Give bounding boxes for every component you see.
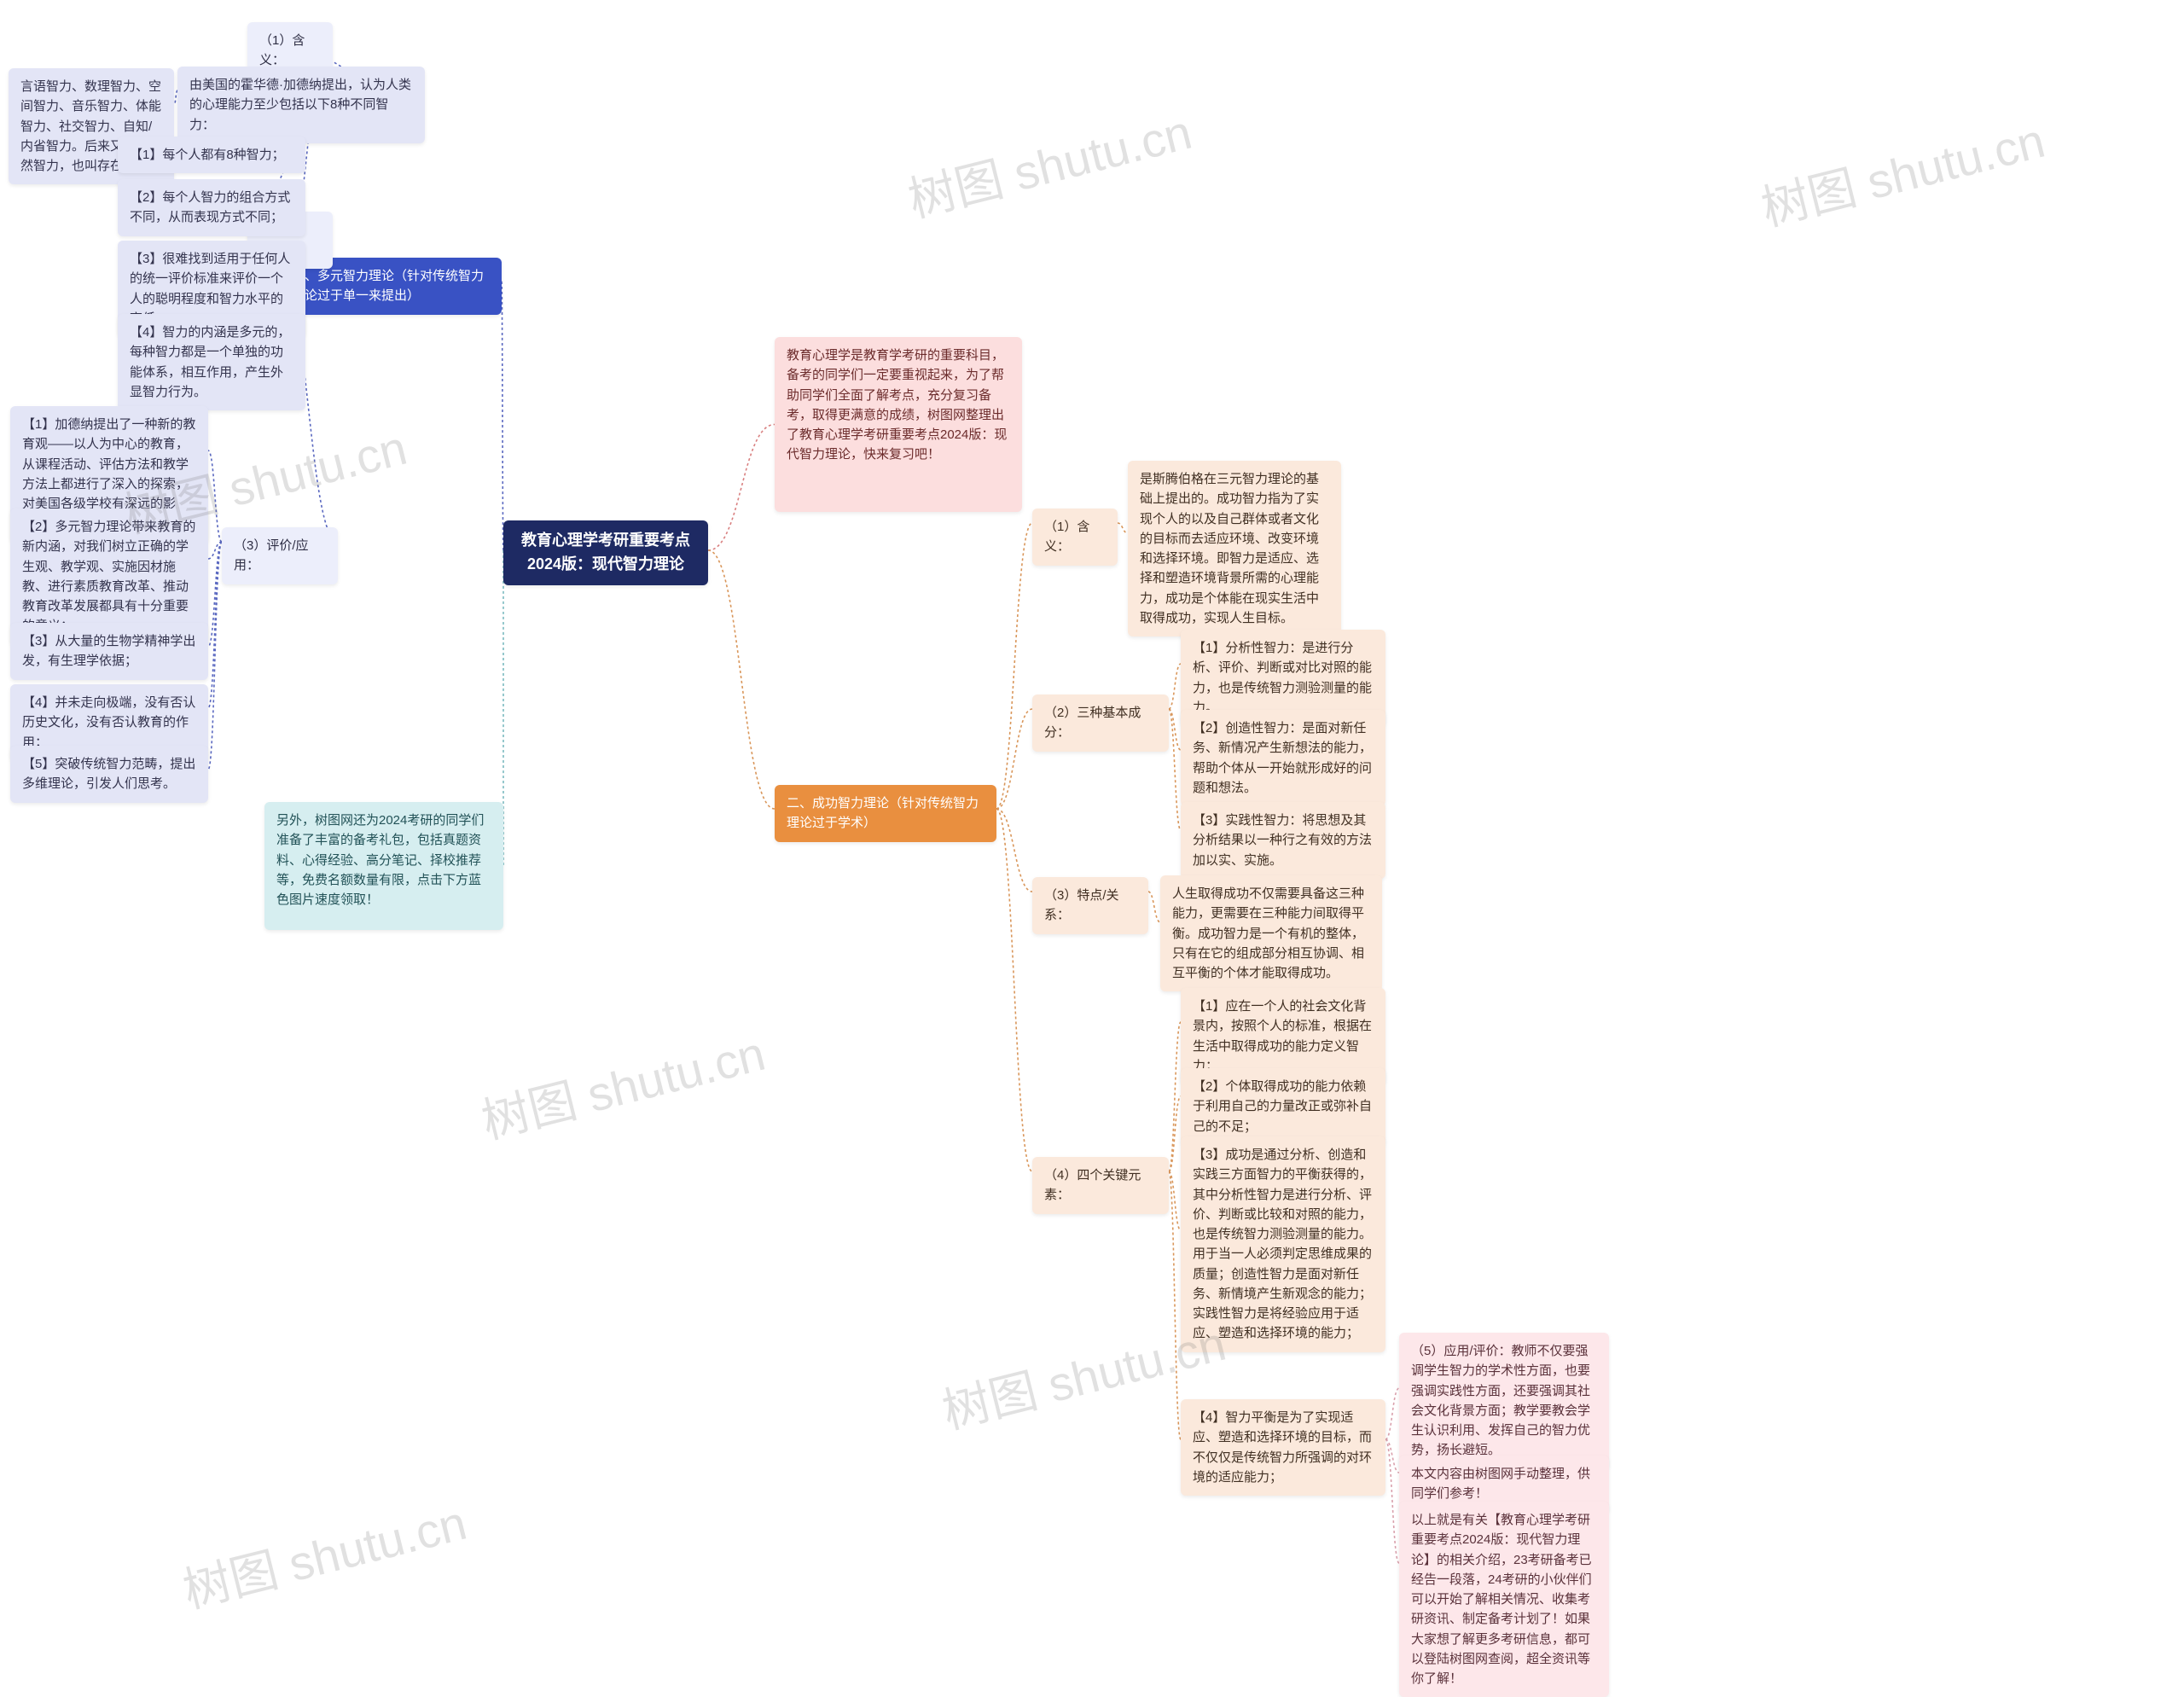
node-o1: （1）含义： <box>1032 509 1118 566</box>
watermark: 树图 shutu.cn <box>900 94 1198 231</box>
node-red: 教育心理学是教育学考研的重要科目，备考的同学们一定要重视起来，为了帮助同学们全面… <box>775 337 1022 512</box>
node-o4d: 【4】智力平衡是为了实现适应、塑造和选择环境的目标，而不仅仅是传统智力所强调的对… <box>1181 1399 1385 1496</box>
edge-o2-o2b <box>1169 709 1181 750</box>
node-o4b: 【2】个体取得成功的能力依赖于利用自己的力量改正或弥补自己的不足； <box>1181 1068 1385 1145</box>
node-b2b: 【2】每个人智力的组合方式不同，从而表现方式不同； <box>118 179 305 236</box>
node-b2a: 【1】每个人都有8种智力； <box>118 137 305 173</box>
node-o3: （3）特点/关系： <box>1032 877 1148 934</box>
edge-o4d-p1 <box>1385 1388 1399 1439</box>
node-o3a: 人生取得成功不仅需要具备这三种能力，更需要在三种能力间取得平衡。成功智力是一个有… <box>1160 875 1382 991</box>
edge-root-orange_main <box>708 550 775 809</box>
edge-orange_main-o2 <box>996 709 1032 809</box>
edge-o4-o4a <box>1169 1022 1181 1171</box>
edge-orange_main-o1 <box>996 523 1032 809</box>
edge-root-blue_main <box>502 282 503 550</box>
edge-o3-o3a <box>1148 892 1160 922</box>
node-orange_main: 二、成功智力理论（针对传统智力理论过于学术） <box>775 785 996 842</box>
edge-o4-o4c <box>1169 1171 1181 1230</box>
node-p3: 以上就是有关【教育心理学考研重要考点2024版：现代智力理论】的相关介绍，23考… <box>1399 1502 1609 1697</box>
node-o2b: 【2】创造性智力：是面对新任务、新情况产生新想法的能力，帮助个体从一开始就形成好… <box>1181 710 1385 806</box>
node-o2: （2）三种基本成分： <box>1032 694 1169 752</box>
edge-o2-o2c <box>1169 709 1181 830</box>
node-o1a: 是斯腾伯格在三元智力理论的基础上提出的。成功智力指为了实现个人的以及自己群体或者… <box>1128 461 1341 636</box>
edge-o4d-p3 <box>1385 1439 1399 1563</box>
edge-o1-o1a <box>1118 523 1128 533</box>
edge-o4-o4d <box>1169 1171 1181 1439</box>
node-teal: 另外，树图网还为2024考研的同学们准备了丰富的备考礼包，包括真题资料、心得经验… <box>264 802 503 930</box>
edge-o4d-p2 <box>1385 1439 1399 1473</box>
node-b3: （3）评价/应用： <box>222 527 338 584</box>
edge-b3-b3c <box>208 542 222 647</box>
node-o4: （4）四个关键元素： <box>1032 1157 1169 1214</box>
watermark: 树图 shutu.cn <box>175 1485 473 1622</box>
edge-root-red <box>708 425 775 551</box>
node-root: 教育心理学考研重要考点2024版：现代智力理论 <box>503 520 708 585</box>
edge-orange_main-o3 <box>996 809 1032 892</box>
edge-b3-b3b <box>208 542 222 559</box>
edge-orange_main-o4 <box>996 809 1032 1171</box>
node-b3c: 【3】从大量的生物学精神学出发，有生理学依据； <box>10 623 208 680</box>
edge-b3-b3e <box>208 542 222 770</box>
node-o2c: 【3】实践性智力：将思想及其分析结果以一种行之有效的方法加以实、实施。 <box>1181 802 1385 879</box>
node-b2d: 【4】智力的内涵是多元的，每种智力都是一个单独的功能体系，相互作用，产生外显智力… <box>118 314 305 410</box>
edge-o4-o4b <box>1169 1096 1181 1171</box>
edge-b3-b3d <box>208 542 222 708</box>
node-b3e: 【5】突破传统智力范畴，提出多维理论，引发人们思考。 <box>10 746 208 803</box>
watermark: 树图 shutu.cn <box>1753 102 2051 240</box>
node-b1a: 由美国的霍华德·加德纳提出，认为人类的心理能力至少包括以下8种不同智力： <box>177 67 425 143</box>
edge-o2-o2a <box>1169 664 1181 709</box>
watermark: 树图 shutu.cn <box>473 1015 771 1153</box>
node-p1: （5）应用/评价：教师不仅要强调学生智力的学术性方面，也要强调实践性方面，还要强… <box>1399 1333 1609 1469</box>
